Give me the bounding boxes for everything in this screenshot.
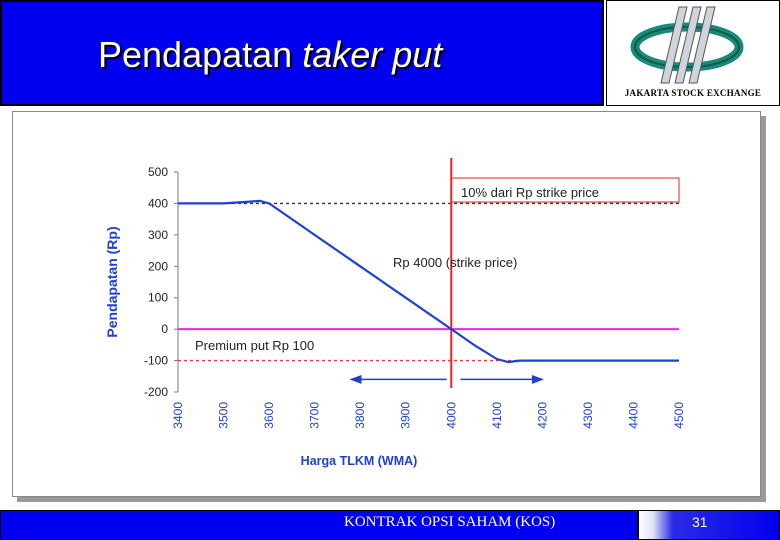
chart-panel: 500 400 300 200 100 0 -100 -200 3400 3500 3600 370…	[12, 111, 761, 497]
y-tick-labels: 500 400 300 200 100 0 -100 -200	[144, 165, 178, 399]
logo-caption: JAKARTA STOCK EXCHANGE	[624, 88, 762, 98]
annotation-premium: Premium put Rp 100	[195, 338, 314, 353]
jsx-logo-icon	[630, 6, 744, 84]
y-tick-label: -200	[144, 385, 168, 399]
x-tick-label: 3800	[353, 402, 367, 429]
x-tick-label: 3900	[399, 402, 413, 429]
y-tick-label: -100	[144, 354, 168, 368]
y-tick-label: 300	[148, 228, 168, 242]
y-tick-label: 0	[161, 322, 168, 336]
x-tick-label: 3400	[171, 402, 185, 429]
y-axis-label: Pendapatan (Rp)	[104, 226, 120, 337]
annotation-box	[450, 177, 680, 203]
y-tick-label: 500	[148, 165, 168, 179]
y-tick-label: 100	[148, 291, 168, 305]
payoff-chart: 500 400 300 200 100 0 -100 -200 3400 3500 3600 370…	[104, 158, 686, 468]
title-band	[0, 0, 604, 106]
y-tick-label: 400	[148, 196, 168, 210]
x-axis-label: Harga TLKM (WMA)	[301, 454, 418, 468]
x-tick-labels: 3400 3500 3600 3700 3800 3900 4000 4100 4200 4300…	[171, 402, 686, 429]
x-tick-label: 4100	[490, 402, 504, 429]
annotation-upper: 10% dari Rp strike price	[461, 185, 599, 200]
x-tick-label: 4500	[672, 402, 686, 429]
x-tick-label: 3600	[262, 402, 276, 429]
x-tick-label: 4400	[626, 402, 640, 429]
page-number-box	[638, 510, 780, 540]
x-tick-label: 4300	[581, 402, 595, 429]
payoff-line	[178, 199, 679, 364]
x-tick-label: 3700	[308, 402, 322, 429]
x-tick-label: 3500	[217, 402, 231, 429]
page-number: 31	[692, 514, 708, 530]
x-tick-label: 4200	[535, 402, 549, 429]
payoff-series	[178, 199, 679, 364]
slide-title: Pendapatan taker put	[98, 34, 442, 76]
logo-panel: JAKARTA STOCK EXCHANGE	[606, 0, 780, 106]
x-tick-label: 4000	[444, 402, 458, 429]
annotation-strike: Rp 4000 (strike price)	[393, 255, 517, 270]
y-tick-label: 200	[148, 259, 168, 273]
footer-title: KONTRAK OPSI SAHAM (KOS)	[344, 514, 556, 530]
footer-band	[0, 510, 638, 540]
reference-lines	[178, 158, 680, 388]
slide-title-main: Pendapatan	[98, 34, 293, 75]
slide-title-italic: taker put	[302, 34, 443, 75]
